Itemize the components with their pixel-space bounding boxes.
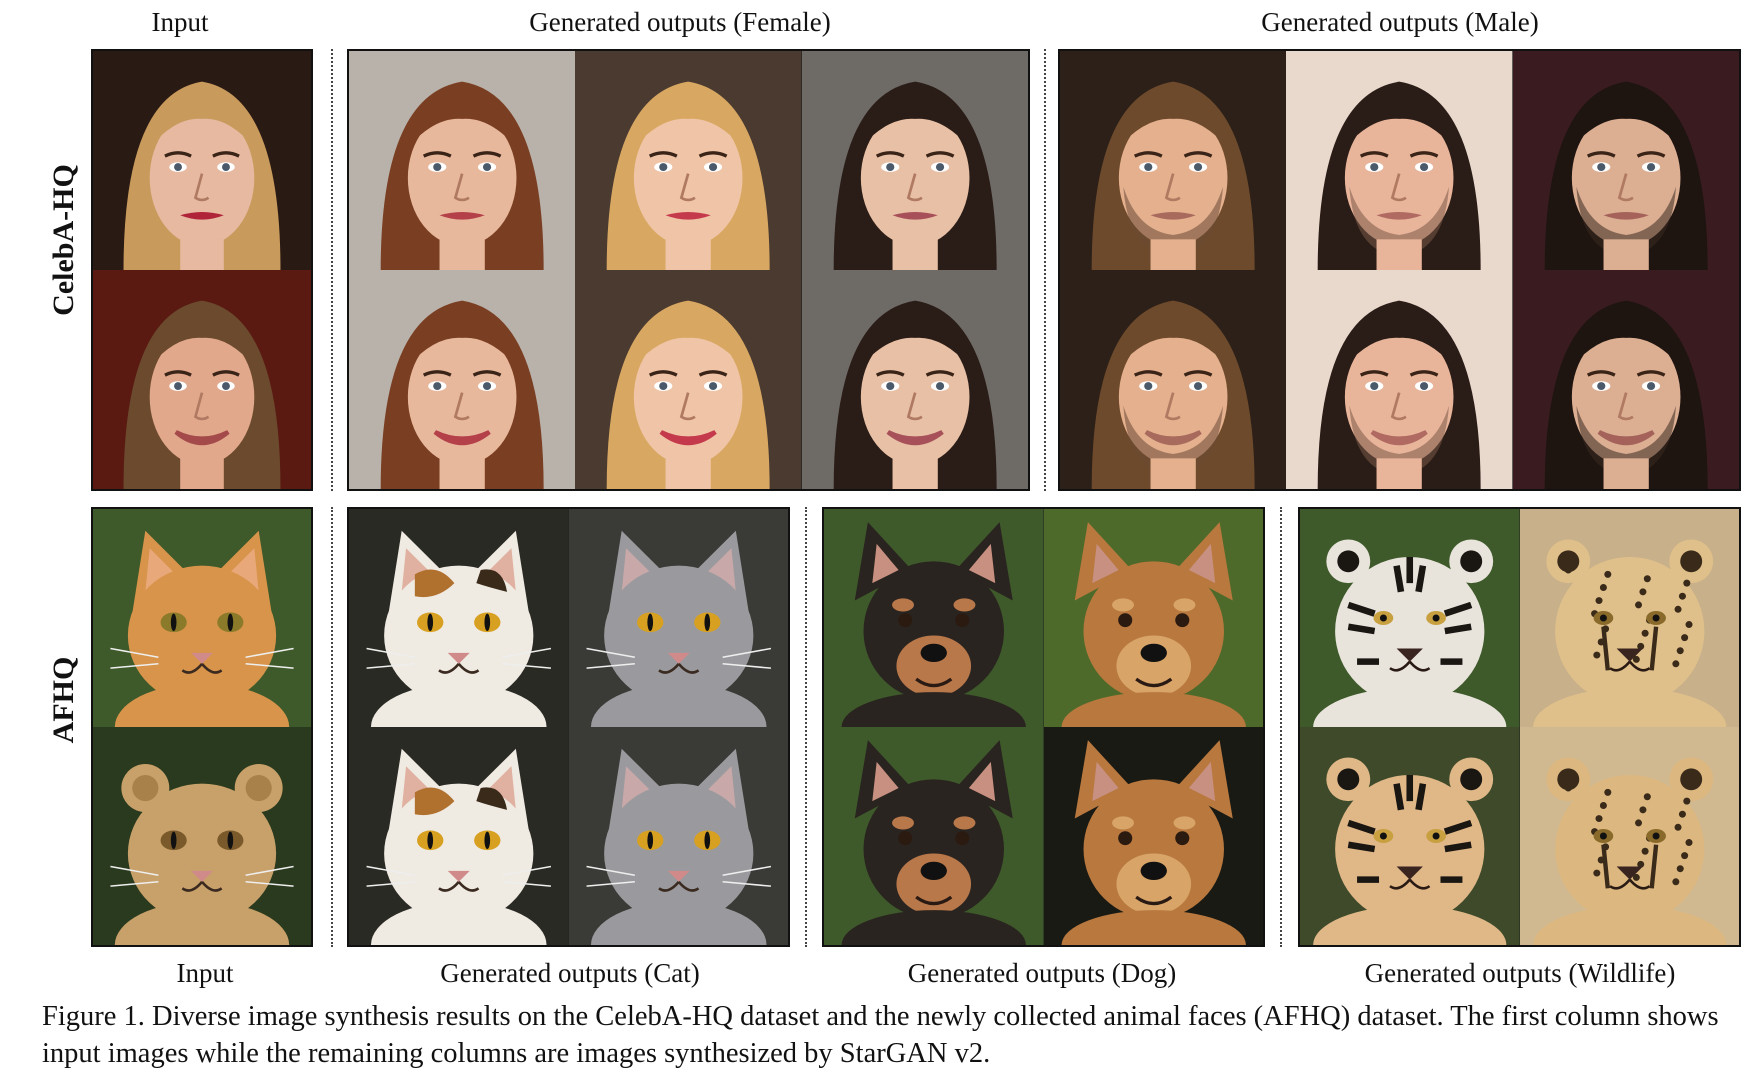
male-image-5	[1286, 270, 1513, 489]
dog-image-4	[1043, 727, 1263, 945]
input_afhq-image-2	[93, 727, 311, 945]
header-wildlife: Generated outputs (Wildlife)	[1364, 958, 1676, 988]
wildlife-image-3	[1300, 727, 1520, 945]
dotted-separator	[331, 507, 333, 947]
header-female: Generated outputs (Female)	[529, 7, 831, 37]
header-input-top: Input	[151, 7, 209, 37]
female-image-6	[801, 270, 1028, 489]
panel-cat	[347, 507, 790, 947]
dotted-separator	[1044, 49, 1046, 491]
wildlife-image-2	[1519, 509, 1739, 727]
female-image-1	[349, 51, 576, 270]
input_afhq-image-1	[93, 509, 311, 727]
male-image-4	[1060, 270, 1287, 489]
header-input-bottom: Input	[176, 958, 234, 988]
dotted-separator	[1280, 507, 1282, 947]
female-image-5	[575, 270, 802, 489]
male-image-3	[1512, 51, 1739, 270]
input_celeba-image-1	[93, 51, 311, 270]
panel-input-celeba	[91, 49, 313, 491]
male-image-6	[1512, 270, 1739, 489]
female-image-3	[801, 51, 1028, 270]
dotted-separator	[805, 507, 807, 947]
cat-image-2	[568, 509, 788, 727]
male-image-2	[1286, 51, 1513, 270]
dog-image-3	[824, 727, 1044, 945]
header-dog: Generated outputs (Dog)	[907, 958, 1177, 988]
panel-dog	[822, 507, 1265, 947]
panel-female	[347, 49, 1030, 491]
cat-image-1	[349, 509, 569, 727]
header-male: Generated outputs (Male)	[1261, 7, 1539, 37]
female-image-4	[349, 270, 576, 489]
cat-image-4	[568, 727, 788, 945]
panel-wildlife	[1298, 507, 1741, 947]
input_celeba-image-2	[93, 270, 311, 489]
dotted-separator	[331, 49, 333, 491]
row-label-celeba: CelebA-HQ	[47, 164, 80, 316]
header-cat: Generated outputs (Cat)	[440, 958, 700, 988]
cat-image-3	[349, 727, 569, 945]
wildlife-image-1	[1300, 509, 1520, 727]
panel-male	[1058, 49, 1741, 491]
row-label-afhq: AFHQ	[47, 656, 80, 744]
figure-caption: Figure 1. Diverse image synthesis result…	[42, 1001, 1719, 1069]
female-image-2	[575, 51, 802, 270]
wildlife-image-4	[1519, 727, 1739, 945]
panel-input-afhq	[91, 507, 313, 947]
dog-image-1	[824, 509, 1044, 727]
dog-image-2	[1043, 509, 1263, 727]
male-image-1	[1060, 51, 1287, 270]
